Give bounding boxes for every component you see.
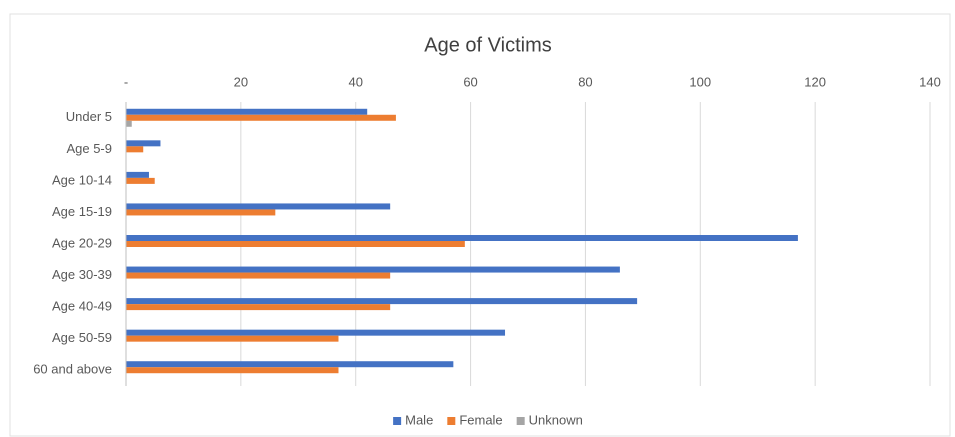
x-tick-label: 60 xyxy=(463,74,477,89)
legend-swatch xyxy=(516,417,525,425)
legend-label: Unknown xyxy=(529,412,583,427)
y-tick-label: Age 30-39 xyxy=(52,267,112,282)
x-tick-label: - xyxy=(124,74,128,89)
x-tick-label: 120 xyxy=(804,74,826,89)
bar xyxy=(126,203,391,210)
chart-title: Age of Victims xyxy=(424,34,551,56)
bar xyxy=(126,171,149,178)
bar xyxy=(126,120,132,127)
bar xyxy=(126,108,368,115)
bar xyxy=(126,361,454,368)
y-tick-label: Age 20-29 xyxy=(52,235,112,250)
bar xyxy=(126,241,465,247)
bar xyxy=(126,367,339,374)
bar xyxy=(126,177,155,184)
y-tick-label: Age 15-19 xyxy=(52,204,112,219)
legend-label: Female xyxy=(459,412,502,427)
bar xyxy=(126,298,638,305)
bar xyxy=(126,304,391,311)
bar xyxy=(126,140,161,147)
bar xyxy=(126,266,620,273)
bar xyxy=(126,114,396,121)
bar xyxy=(126,235,798,241)
y-tick-label: Age 10-14 xyxy=(52,172,112,187)
x-tick-label: 20 xyxy=(234,74,248,89)
x-tick-label: 140 xyxy=(919,74,941,89)
bar xyxy=(126,329,506,336)
y-tick-label: Age 40-49 xyxy=(52,299,112,314)
legend-swatch xyxy=(447,417,456,425)
bar xyxy=(126,146,144,153)
x-tick-label: 80 xyxy=(578,74,592,89)
y-tick-label: Age 50-59 xyxy=(52,330,112,345)
bar xyxy=(126,272,391,279)
x-tick-label: 40 xyxy=(348,74,362,89)
bar xyxy=(126,209,276,216)
y-tick-label: Age 5-9 xyxy=(66,141,112,156)
bar xyxy=(126,335,339,342)
legend-swatch xyxy=(393,417,402,425)
x-tick-label: 100 xyxy=(689,74,711,89)
y-tick-label: 60 and above xyxy=(33,362,112,377)
y-tick-label: Under 5 xyxy=(66,109,112,124)
legend-label: Male xyxy=(405,412,433,427)
